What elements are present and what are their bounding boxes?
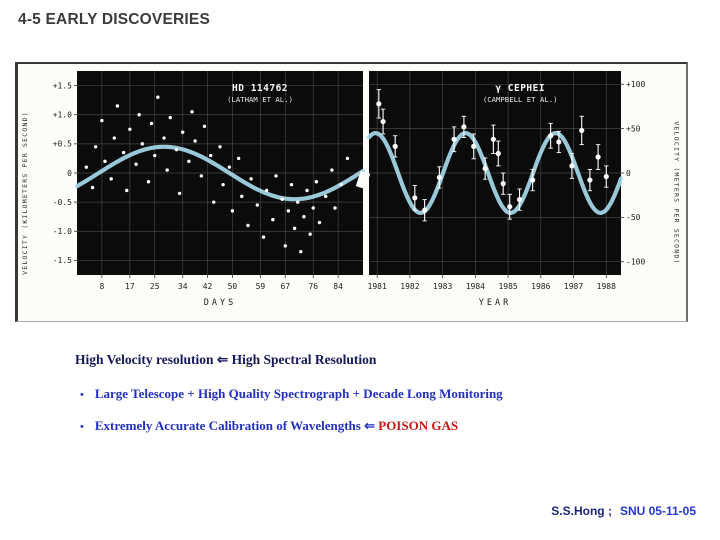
footer-date: SNU 05-11-05	[619, 504, 696, 518]
slide-title: 4-5 EARLY DISCOVERIES	[18, 11, 210, 28]
svg-text:17: 17	[125, 282, 135, 291]
svg-text:67: 67	[280, 282, 290, 291]
footer-credit: S.S.Hong ; SNU 05-11-05	[551, 504, 696, 518]
svg-text:+100: +100	[626, 80, 645, 89]
svg-text:42: 42	[203, 282, 213, 291]
heading-text: High Velocity resolution ⇐ High Spectral…	[75, 352, 377, 367]
data-points	[84, 95, 350, 254]
svg-text:8: 8	[99, 282, 104, 291]
fit-curve	[367, 131, 624, 215]
axis-labels: γ CEPHEI(CAMPBELL ET AL.) 1981 1982 1983 198…	[368, 80, 646, 308]
svg-text:1981: 1981	[368, 282, 387, 291]
bullet-highlight-text: POISON GAS	[378, 418, 459, 433]
chart-title: HD 114762	[232, 83, 288, 94]
right-y-axis-label-strip: VELOCITY (METERS PER SECOND)	[669, 64, 684, 321]
x-axis-label: YEAR	[479, 298, 511, 308]
svg-text:0: 0	[626, 169, 631, 178]
right-chart-y-axis-label: VELOCITY (METERS PER SECOND)	[672, 120, 681, 265]
svg-text:34: 34	[178, 282, 188, 291]
chart-title: γ CEPHEI	[495, 83, 545, 94]
svg-text:+1.5: +1.5	[53, 81, 72, 90]
svg-text:0: 0	[67, 169, 72, 178]
svg-text:1984: 1984	[466, 282, 485, 291]
radial-velocity-figure: VELOCITY (KILOMETERS PER SECOND) HD 1147…	[15, 62, 688, 322]
hd114762-chart: HD 114762(LATHAM ET AL.) 8 17 25 34 42 50 59 67 7…	[53, 71, 365, 308]
footer-author: S.S.Hong ;	[551, 504, 612, 518]
bullet-marker-icon: •	[80, 389, 84, 401]
svg-text:1982: 1982	[400, 282, 419, 291]
svg-text:76: 76	[308, 282, 318, 291]
grid-lines	[77, 71, 363, 275]
svg-text:1983: 1983	[433, 282, 452, 291]
svg-text:+0.5: +0.5	[53, 140, 72, 149]
data-points	[376, 89, 609, 222]
fit-curve	[74, 144, 365, 202]
chart-source: (LATHAM ET AL.)	[227, 95, 293, 104]
svg-text:1987: 1987	[564, 282, 583, 291]
axis-labels: HD 114762(LATHAM ET AL.) 8 17 25 34 42 50 59 67 7…	[53, 81, 343, 308]
gamma-cephei-chart: γ CEPHEI(CAMPBELL ET AL.) 1981 1982 1983 198…	[367, 71, 646, 308]
svg-text:-1.0: -1.0	[53, 227, 72, 236]
svg-text:59: 59	[256, 282, 266, 291]
svg-text:-1.5: -1.5	[53, 256, 72, 265]
svg-text:50: 50	[228, 282, 238, 291]
bullet-item: • Large Telescope + High Quality Spectrog…	[80, 386, 503, 402]
svg-text:84: 84	[333, 282, 343, 291]
bullet-text: Large Telescope + High Quality Spectrogr…	[94, 386, 503, 401]
bullet-item: • Extremely Accurate Calibration of Wavel…	[80, 418, 458, 434]
svg-text:+50: +50	[626, 124, 641, 133]
x-axis-label: DAYS	[204, 298, 236, 308]
svg-text:1985: 1985	[498, 282, 517, 291]
svg-text:-100: -100	[626, 257, 645, 266]
svg-text:25: 25	[150, 282, 160, 291]
svg-text:-50: -50	[626, 213, 641, 222]
svg-text:+1.0: +1.0	[53, 111, 72, 120]
bullet-marker-icon: •	[80, 421, 84, 433]
bullet-text: Extremely Accurate Calibration of Wavele…	[94, 418, 379, 433]
svg-text:-0.5: -0.5	[53, 198, 72, 207]
chart-source: (CAMPBELL ET AL.)	[483, 95, 558, 104]
svg-text:1986: 1986	[531, 282, 550, 291]
left-y-axis-label-strip: VELOCITY (KILOMETERS PER SECOND)	[18, 64, 32, 321]
left-chart-y-axis-label: VELOCITY (KILOMETERS PER SECOND)	[21, 110, 30, 275]
svg-text:1988: 1988	[597, 282, 616, 291]
